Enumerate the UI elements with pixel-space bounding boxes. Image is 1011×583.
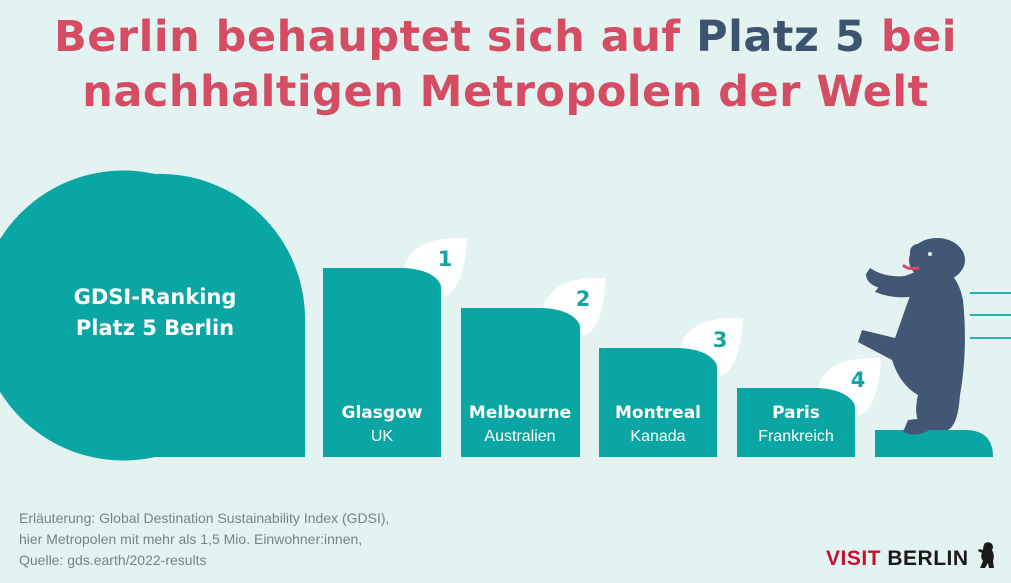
visit-berlin-logo: VISIT BERLIN xyxy=(826,541,997,571)
title-line-1: Berlin behauptet sich auf Platz 5 bei xyxy=(0,10,1011,65)
ranking-bubble xyxy=(0,170,305,461)
rank-number-4: 4 xyxy=(850,368,866,392)
footnote-line-2: hier Metropolen mit mehr als 1,5 Mio. Ei… xyxy=(19,531,363,547)
city-country: Frankreich xyxy=(758,428,834,445)
leaf-icon xyxy=(404,237,467,296)
speed-lines-icon xyxy=(970,292,1011,339)
city-label-2: Melbourne Australien xyxy=(459,401,581,449)
footnote: Erläuterung: Global Destination Sustaina… xyxy=(19,508,389,571)
rank-number-2: 2 xyxy=(575,287,591,311)
city-label-3: Montreal Kanada xyxy=(597,401,719,449)
logo-bear-icon xyxy=(977,542,994,568)
city-name: Paris xyxy=(772,403,820,423)
page-title: Berlin behauptet sich auf Platz 5 bei na… xyxy=(0,10,1011,120)
city-label-1: Glasgow UK xyxy=(321,401,443,449)
city-name: Montreal xyxy=(614,403,702,423)
bear-tongue xyxy=(902,264,920,271)
podium-block-2 xyxy=(461,308,580,457)
title-highlight: Platz 5 xyxy=(696,12,866,62)
city-country: UK xyxy=(370,428,394,445)
bear-pedestal xyxy=(875,430,993,457)
logo-visit: VISIT xyxy=(826,547,882,570)
city-name: Glasgow xyxy=(341,403,423,423)
title-text-1: Berlin behauptet sich auf xyxy=(53,12,697,62)
podium-block-4 xyxy=(737,388,855,457)
city-country: Kanada xyxy=(630,428,686,445)
city-name: Melbourne xyxy=(468,403,572,423)
berlin-bear-icon xyxy=(858,238,965,435)
leaf-icon xyxy=(543,277,606,336)
footnote-line-1: Erläuterung: Global Destination Sustaina… xyxy=(19,510,390,526)
title-text-2: bei xyxy=(865,12,958,62)
ranking-label: GDSI-Ranking Platz 5 Berlin xyxy=(30,282,280,344)
podium-block-3 xyxy=(599,348,717,457)
footnote-line-3: Quelle: gds.earth/2022-results xyxy=(19,552,207,568)
leaf-icon xyxy=(680,317,743,376)
city-country: Australien xyxy=(484,428,556,445)
leaf-icon xyxy=(818,357,881,416)
ranking-line-2: Platz 5 Berlin xyxy=(75,316,235,340)
rank-number-3: 3 xyxy=(712,328,728,352)
bear-eye xyxy=(928,252,932,256)
rank-number-1: 1 xyxy=(437,247,453,271)
title-line-2: nachhaltigen Metropolen der Welt xyxy=(82,67,929,117)
podium-block-1 xyxy=(323,268,441,457)
logo-berlin: BERLIN xyxy=(887,547,969,570)
ranking-line-1: GDSI-Ranking xyxy=(73,285,237,309)
city-label-4: Paris Frankreich xyxy=(735,401,857,449)
